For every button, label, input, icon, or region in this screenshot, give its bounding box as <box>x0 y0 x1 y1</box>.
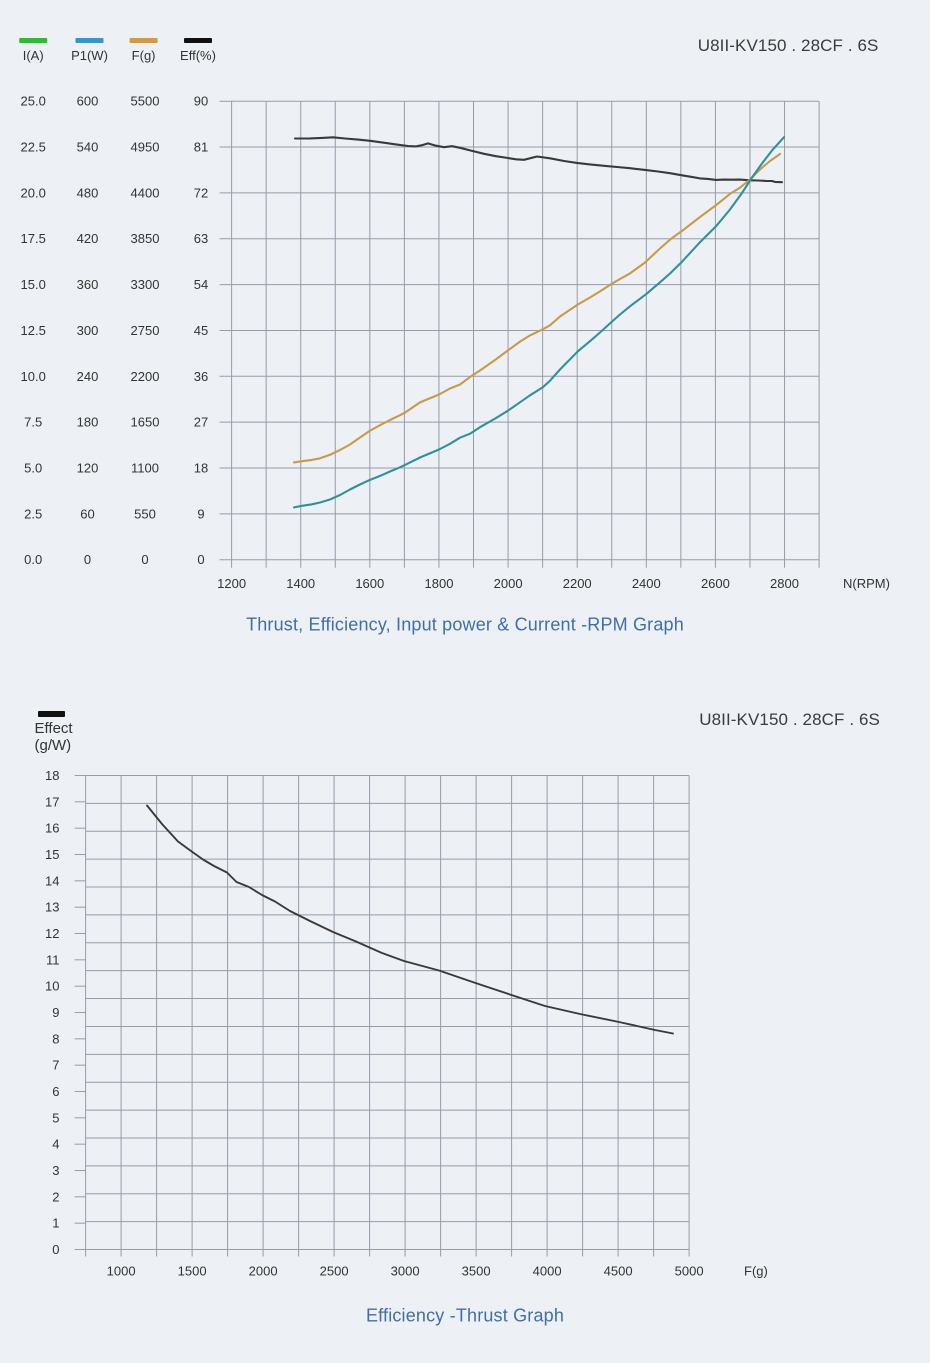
svg-text:1650: 1650 <box>131 415 160 430</box>
svg-text:5: 5 <box>52 1110 59 1125</box>
svg-text:72: 72 <box>194 185 208 200</box>
svg-text:60: 60 <box>80 506 94 521</box>
svg-text:1800: 1800 <box>425 576 454 591</box>
svg-text:0: 0 <box>52 1242 59 1257</box>
svg-text:2750: 2750 <box>131 323 160 338</box>
svg-text:Effect: Effect <box>35 720 74 737</box>
svg-text:5500: 5500 <box>131 94 160 109</box>
svg-text:5.0: 5.0 <box>24 461 42 476</box>
svg-text:3300: 3300 <box>131 277 160 292</box>
svg-text:F(g): F(g) <box>744 1264 768 1279</box>
svg-text:2200: 2200 <box>563 576 592 591</box>
svg-text:U8II-KV150 . 28CF . 6S: U8II-KV150 . 28CF . 6S <box>699 710 880 729</box>
svg-text:2.5: 2.5 <box>24 506 42 521</box>
svg-text:11: 11 <box>46 952 60 967</box>
svg-text:4400: 4400 <box>131 185 160 200</box>
svg-text:F(g): F(g) <box>132 48 156 63</box>
svg-text:18: 18 <box>45 768 59 783</box>
svg-text:4: 4 <box>52 1137 59 1152</box>
svg-text:10.0: 10.0 <box>21 369 46 384</box>
svg-text:(g/W): (g/W) <box>35 737 72 754</box>
svg-text:550: 550 <box>134 506 156 521</box>
svg-text:1400: 1400 <box>286 576 315 591</box>
svg-text:420: 420 <box>77 231 99 246</box>
svg-text:12.5: 12.5 <box>21 323 46 338</box>
svg-text:16: 16 <box>45 821 59 836</box>
svg-text:4950: 4950 <box>131 140 160 155</box>
svg-text:54: 54 <box>194 277 208 292</box>
svg-text:17: 17 <box>45 794 59 809</box>
svg-text:7: 7 <box>52 1058 59 1073</box>
svg-text:18: 18 <box>194 461 208 476</box>
svg-text:63: 63 <box>194 231 208 246</box>
svg-text:120: 120 <box>77 461 99 476</box>
svg-text:45: 45 <box>194 323 208 338</box>
svg-text:1200: 1200 <box>217 576 246 591</box>
svg-text:0: 0 <box>141 552 148 567</box>
svg-text:Eff(%): Eff(%) <box>180 48 216 63</box>
svg-text:8: 8 <box>52 1031 59 1046</box>
svg-text:P1(W): P1(W) <box>71 48 108 63</box>
svg-text:3850: 3850 <box>131 231 160 246</box>
svg-text:1500: 1500 <box>178 1264 207 1279</box>
svg-text:81: 81 <box>194 140 208 155</box>
svg-text:4000: 4000 <box>533 1264 562 1279</box>
svg-text:9: 9 <box>52 1005 59 1020</box>
svg-text:2: 2 <box>52 1189 59 1204</box>
svg-text:13: 13 <box>45 900 59 915</box>
svg-text:5000: 5000 <box>675 1264 704 1279</box>
svg-text:27: 27 <box>194 415 208 430</box>
svg-text:25.0: 25.0 <box>21 94 46 109</box>
svg-text:9: 9 <box>197 506 204 521</box>
svg-text:22.5: 22.5 <box>21 140 46 155</box>
svg-text:2000: 2000 <box>249 1264 278 1279</box>
svg-text:2500: 2500 <box>320 1264 349 1279</box>
svg-text:600: 600 <box>77 94 99 109</box>
svg-text:240: 240 <box>77 369 99 384</box>
svg-text:2400: 2400 <box>632 576 661 591</box>
svg-text:2800: 2800 <box>770 576 799 591</box>
svg-text:15: 15 <box>45 847 59 862</box>
svg-text:3: 3 <box>52 1163 59 1178</box>
svg-text:180: 180 <box>77 415 99 430</box>
svg-text:17.5: 17.5 <box>21 231 46 246</box>
svg-text:3500: 3500 <box>462 1264 491 1279</box>
svg-text:7.5: 7.5 <box>24 415 42 430</box>
svg-text:1600: 1600 <box>355 576 384 591</box>
svg-text:2600: 2600 <box>701 576 730 591</box>
svg-text:0.0: 0.0 <box>24 552 42 567</box>
svg-text:2200: 2200 <box>131 369 160 384</box>
svg-text:0: 0 <box>84 552 91 567</box>
svg-text:6: 6 <box>52 1084 59 1099</box>
svg-text:90: 90 <box>194 94 208 109</box>
svg-text:540: 540 <box>77 140 99 155</box>
svg-text:2000: 2000 <box>494 576 523 591</box>
svg-text:1100: 1100 <box>131 461 159 476</box>
svg-text:15.0: 15.0 <box>21 277 46 292</box>
svg-text:300: 300 <box>77 323 99 338</box>
svg-text:Efficiency -Thrust Graph: Efficiency -Thrust Graph <box>366 1306 564 1326</box>
svg-text:Thrust, Efficiency, Input powe: Thrust, Efficiency, Input power & Curren… <box>246 615 684 635</box>
svg-text:1000: 1000 <box>107 1264 136 1279</box>
svg-text:360: 360 <box>77 277 99 292</box>
svg-text:20.0: 20.0 <box>21 185 46 200</box>
svg-text:36: 36 <box>194 369 208 384</box>
svg-text:10: 10 <box>45 979 59 994</box>
svg-text:0: 0 <box>197 552 204 567</box>
svg-text:12: 12 <box>45 926 59 941</box>
svg-text:U8II-KV150 . 28CF . 6S: U8II-KV150 . 28CF . 6S <box>698 36 879 55</box>
svg-text:1: 1 <box>52 1216 59 1231</box>
svg-text:I(A): I(A) <box>23 48 44 63</box>
svg-text:3000: 3000 <box>391 1264 420 1279</box>
svg-text:14: 14 <box>45 873 59 888</box>
svg-text:480: 480 <box>77 185 99 200</box>
svg-text:N(RPM): N(RPM) <box>843 576 890 591</box>
svg-text:4500: 4500 <box>604 1264 633 1279</box>
